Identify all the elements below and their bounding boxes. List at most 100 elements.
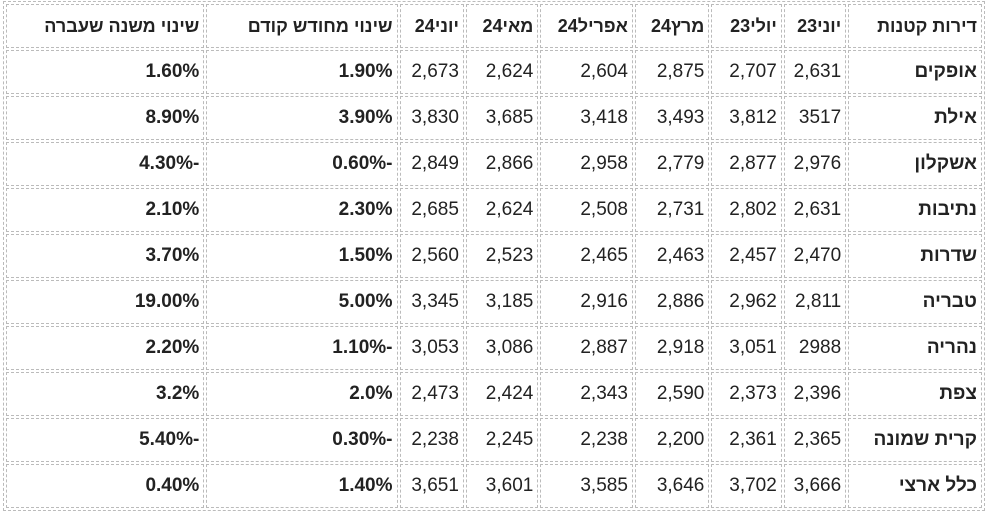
table-cell: 2.30% — [206, 188, 398, 232]
table-row: אשקלון 2,976 2,877 2,779 2,958 2,866 2,849 0.60… — [6, 142, 982, 186]
table-row: כלל ארצי 3,666 3,702 3,646 3,585 3,601 3,651 1.… — [6, 464, 982, 508]
table-cell: 3517 — [783, 96, 847, 140]
row-label: נהריה — [848, 326, 982, 370]
table-cell: 1.40% — [206, 464, 398, 508]
table-cell: 3,418 — [540, 96, 633, 140]
table-cell: 1.10%- — [206, 326, 398, 370]
table-cell: 3.70% — [6, 234, 205, 278]
table-cell: 3,666 — [783, 464, 847, 508]
table-cell: 2,590 — [634, 372, 710, 416]
table-cell: 2,624 — [465, 188, 539, 232]
table-cell: 2,849 — [399, 142, 464, 186]
table-cell: 2,457 — [711, 234, 782, 278]
table-cell: 3,685 — [465, 96, 539, 140]
table-row: קרית שמונה 2,365 2,361 2,200 2,238 2,245 2,238… — [6, 418, 982, 462]
table-cell: 2,887 — [540, 326, 633, 370]
table-cell: 2,673 — [399, 50, 464, 94]
table-cell: 5.00% — [206, 280, 398, 324]
column-header: מרץ24 — [634, 4, 710, 48]
table-cell: 3,051 — [711, 326, 782, 370]
table-cell: 2,962 — [711, 280, 782, 324]
table-cell: 2,875 — [634, 50, 710, 94]
table-cell: 2,465 — [540, 234, 633, 278]
table-cell: 2,958 — [540, 142, 633, 186]
row-label: קרית שמונה — [848, 418, 982, 462]
table-cell: 2,463 — [634, 234, 710, 278]
table-cell: 2,424 — [465, 372, 539, 416]
row-label: כלל ארצי — [848, 464, 982, 508]
table-cell: 3,053 — [399, 326, 464, 370]
table-row: אילת 3517 3,812 3,493 3,418 3,685 3,830 3.90% 8.… — [6, 96, 982, 140]
row-label: אשקלון — [848, 142, 982, 186]
table-cell: 2,343 — [540, 372, 633, 416]
table-cell: 2,238 — [399, 418, 464, 462]
table-row: שדרות 2,470 2,457 2,463 2,465 2,523 2,560 1.50%… — [6, 234, 982, 278]
table-cell: 2,508 — [540, 188, 633, 232]
table-cell: 2,707 — [711, 50, 782, 94]
table-cell: 8.90% — [6, 96, 205, 140]
table-cell: 5.40%- — [6, 418, 205, 462]
row-label: נתיבות — [848, 188, 982, 232]
column-header: יוני24 — [399, 4, 464, 48]
table-cell: 2.20% — [6, 326, 205, 370]
table-cell: 3,601 — [465, 464, 539, 508]
table-cell: 3,185 — [465, 280, 539, 324]
table-cell: 2,624 — [465, 50, 539, 94]
table-cell: 3.90% — [206, 96, 398, 140]
column-header: יוני23 — [783, 4, 847, 48]
table-cell: 4.30%- — [6, 142, 205, 186]
table-cell: 2,916 — [540, 280, 633, 324]
table-cell: 3,646 — [634, 464, 710, 508]
table-cell: 3,585 — [540, 464, 633, 508]
column-header: יולי23 — [711, 4, 782, 48]
table-cell: 2,238 — [540, 418, 633, 462]
table-cell: 2,473 — [399, 372, 464, 416]
table-cell: 3,830 — [399, 96, 464, 140]
table-cell: 3,702 — [711, 464, 782, 508]
table-cell: 2,631 — [783, 188, 847, 232]
table-cell: 3,345 — [399, 280, 464, 324]
table-cell: 2,361 — [711, 418, 782, 462]
table-row: נתיבות 2,631 2,802 2,731 2,508 2,624 2,685 2.30… — [6, 188, 982, 232]
table-row: צפת 2,396 2,373 2,590 2,343 2,424 2,473 2.0% 3.2… — [6, 372, 982, 416]
table-cell: 2,779 — [634, 142, 710, 186]
table-cell: 2,200 — [634, 418, 710, 462]
column-header: דירות קטנות — [848, 4, 982, 48]
table-cell: 19.00% — [6, 280, 205, 324]
table-cell: 2,523 — [465, 234, 539, 278]
table-cell: 2,811 — [783, 280, 847, 324]
table-cell: 2.10% — [6, 188, 205, 232]
table-cell: 1.50% — [206, 234, 398, 278]
table-cell: 0.60%- — [206, 142, 398, 186]
table-cell: 2,470 — [783, 234, 847, 278]
table-cell: 2988 — [783, 326, 847, 370]
table-cell: 2,245 — [465, 418, 539, 462]
table-cell: 2,866 — [465, 142, 539, 186]
price-table: דירות קטנות יוני23 יולי23 מרץ24 אפריל24 מאי24… — [3, 1, 985, 511]
table-row: טבריה 2,811 2,962 2,886 2,916 3,185 3,345 5.00%… — [6, 280, 982, 324]
column-header: שינוי משנה שעברה — [6, 4, 205, 48]
table-cell: 2,365 — [783, 418, 847, 462]
column-header: מאי24 — [465, 4, 539, 48]
table-body: אופקים 2,631 2,707 2,875 2,604 2,624 2,673 1.90… — [6, 50, 982, 508]
table-cell: 2,731 — [634, 188, 710, 232]
row-label: אופקים — [848, 50, 982, 94]
table-cell: 2,631 — [783, 50, 847, 94]
table-cell: 3,812 — [711, 96, 782, 140]
table-cell: 1.90% — [206, 50, 398, 94]
table-cell: 2,918 — [634, 326, 710, 370]
table-cell: 2,685 — [399, 188, 464, 232]
table-cell: 1.60% — [6, 50, 205, 94]
table-cell: 2,976 — [783, 142, 847, 186]
table-row: נהריה 2988 3,051 2,918 2,887 3,086 3,053 1.10%-… — [6, 326, 982, 370]
row-label: שדרות — [848, 234, 982, 278]
table-cell: 2,604 — [540, 50, 633, 94]
table-cell: 2,373 — [711, 372, 782, 416]
table-cell: 3,086 — [465, 326, 539, 370]
column-header: אפריל24 — [540, 4, 633, 48]
row-label: טבריה — [848, 280, 982, 324]
row-label: אילת — [848, 96, 982, 140]
column-header: שינוי מחודש קודם — [206, 4, 398, 48]
table-cell: 3,651 — [399, 464, 464, 508]
